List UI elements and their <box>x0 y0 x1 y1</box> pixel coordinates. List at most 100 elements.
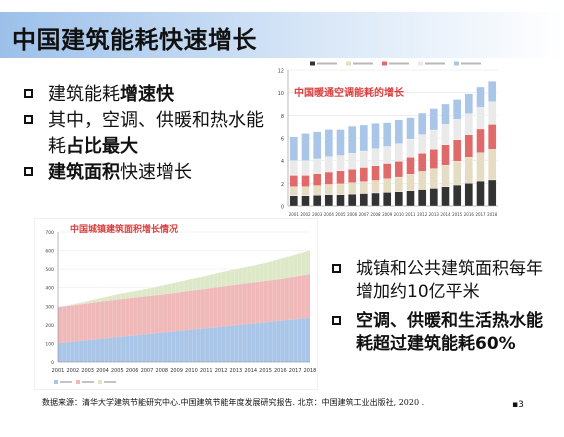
x-tick-label: 2004 <box>324 212 335 217</box>
bar-segment <box>301 133 310 161</box>
bar-segment <box>383 122 392 147</box>
legend-swatch <box>98 380 102 384</box>
bar-segment <box>464 134 473 158</box>
bar-segment <box>394 191 403 207</box>
legend-swatch <box>310 61 315 66</box>
legend-label-placeholder <box>60 381 72 383</box>
x-tick-label: 2003 <box>312 212 323 217</box>
bar-segment <box>441 103 450 125</box>
area-series <box>58 317 310 362</box>
bar-segment <box>464 157 473 184</box>
x-tick-label: 2014 <box>440 212 451 217</box>
data-source-footer: 数据来源：清华大学建筑节能研究中心.中国建筑节能年度发展研究报告. 北京：中国建… <box>42 398 425 407</box>
bar-segment <box>301 175 310 187</box>
bar-segment <box>453 161 462 186</box>
bar-segment <box>371 180 380 194</box>
bar-segment <box>464 93 473 114</box>
y-tick-label: 8 <box>281 114 284 120</box>
x-tick-label: 2014 <box>244 368 257 374</box>
legend-swatch <box>382 61 387 66</box>
bar-segment <box>336 129 345 156</box>
bar-segment <box>289 160 298 176</box>
bar-segment <box>441 144 450 166</box>
left-bullet-list: 建筑能耗增速快 其中，空调、供暖和热水能耗占比最大 建筑面积快速增长 <box>22 82 272 186</box>
bar-segment <box>476 86 485 108</box>
bar-segment <box>324 184 333 195</box>
x-tick-label: 2001 <box>52 368 65 374</box>
bar-segment <box>348 125 357 154</box>
x-tick-label: 2012 <box>417 212 428 217</box>
bar-segment <box>371 165 380 181</box>
bullet-box-icon <box>332 264 341 273</box>
bullet-item: 建筑面积快速增长 <box>22 160 272 186</box>
bar-segment <box>371 123 380 149</box>
bar-segment <box>453 99 462 120</box>
area-series <box>58 274 310 344</box>
bar-segment <box>418 112 427 135</box>
bar-segment <box>476 152 485 182</box>
bar-segment <box>394 119 403 144</box>
bar-segment <box>488 179 497 207</box>
bar-segment <box>359 150 368 168</box>
bar-segment <box>359 181 368 194</box>
x-tick-label: 2009 <box>382 212 393 217</box>
bar-segment <box>406 157 415 175</box>
legend-label-placeholder <box>104 381 116 383</box>
x-tick-label: 2015 <box>452 212 463 217</box>
bar-segment <box>301 186 310 196</box>
bullet-item: 其中，空调、供暖和热水能耗占比最大 <box>22 108 272 160</box>
bar-segment <box>348 153 357 170</box>
bar-segment <box>441 124 450 145</box>
right-bullet-list: 城镇和公共建筑面积每年增加约10亿平米 空调、供暖和生活热水能耗超过建筑能耗60… <box>330 258 555 362</box>
bar-segment <box>441 186 450 207</box>
legend-label-placeholder <box>389 62 409 65</box>
bullet-box-icon <box>24 167 33 176</box>
bar-segment <box>453 184 462 207</box>
bar-segment <box>476 128 485 153</box>
legend-swatch <box>346 61 351 66</box>
bar-segment <box>476 107 485 130</box>
page-number: ▪3 <box>512 400 524 410</box>
bullet-item: 建筑能耗增速快 <box>22 82 272 108</box>
x-tick-label: 2010 <box>185 368 198 374</box>
x-tick-label: 2016 <box>464 212 475 217</box>
x-tick-label: 2012 <box>215 368 228 374</box>
bar-segment <box>313 131 322 160</box>
x-tick-label: 2008 <box>370 212 381 217</box>
bullet-bold-text: 空调、供暖和生活热水能耗超过建筑能耗60% <box>356 311 543 354</box>
x-tick-label: 2017 <box>475 212 486 217</box>
chart-title: 中国暖通空调能耗的增长 <box>294 86 405 99</box>
bar-segment <box>453 139 462 162</box>
legend-label-placeholder <box>425 62 445 65</box>
slide-title: 中国建筑能耗快速增长 <box>12 26 257 54</box>
bullet-bold-text: 增速快 <box>120 84 174 105</box>
x-tick-label: 2007 <box>141 368 154 374</box>
bullet-text: 城镇和公共建筑面积每年增加约10亿平米 <box>356 259 543 302</box>
bar-segment <box>324 194 333 207</box>
legend-label-placeholder <box>317 62 337 65</box>
bar-segment <box>429 188 438 207</box>
y-tick-label: 400 <box>45 286 54 292</box>
bar-segment <box>429 168 438 189</box>
legend-swatch <box>418 61 423 66</box>
bullet-bold-text: 建筑面积 <box>48 162 120 183</box>
area-series <box>58 250 310 308</box>
bar-segment <box>394 143 403 162</box>
y-tick-label: 10 <box>278 91 284 97</box>
bar-segment <box>406 117 415 140</box>
bar-segment <box>313 158 322 174</box>
bullet-box-icon <box>24 115 33 124</box>
bar-segment <box>336 183 345 195</box>
bar-segment <box>441 165 450 187</box>
bullet-box-icon <box>332 316 341 325</box>
x-tick-label: 2010 <box>394 212 405 217</box>
legend-label-placeholder <box>461 62 481 65</box>
bar-segment <box>371 148 380 166</box>
y-tick-label: 700 <box>45 230 54 236</box>
x-tick-label: 2007 <box>359 212 370 217</box>
bar-segment <box>464 183 473 207</box>
y-tick-label: 100 <box>45 341 54 347</box>
bar-segment <box>383 192 392 207</box>
y-tick-label: 6 <box>281 137 284 143</box>
bullet-item: 空调、供暖和生活热水能耗超过建筑能耗60% <box>330 310 555 356</box>
